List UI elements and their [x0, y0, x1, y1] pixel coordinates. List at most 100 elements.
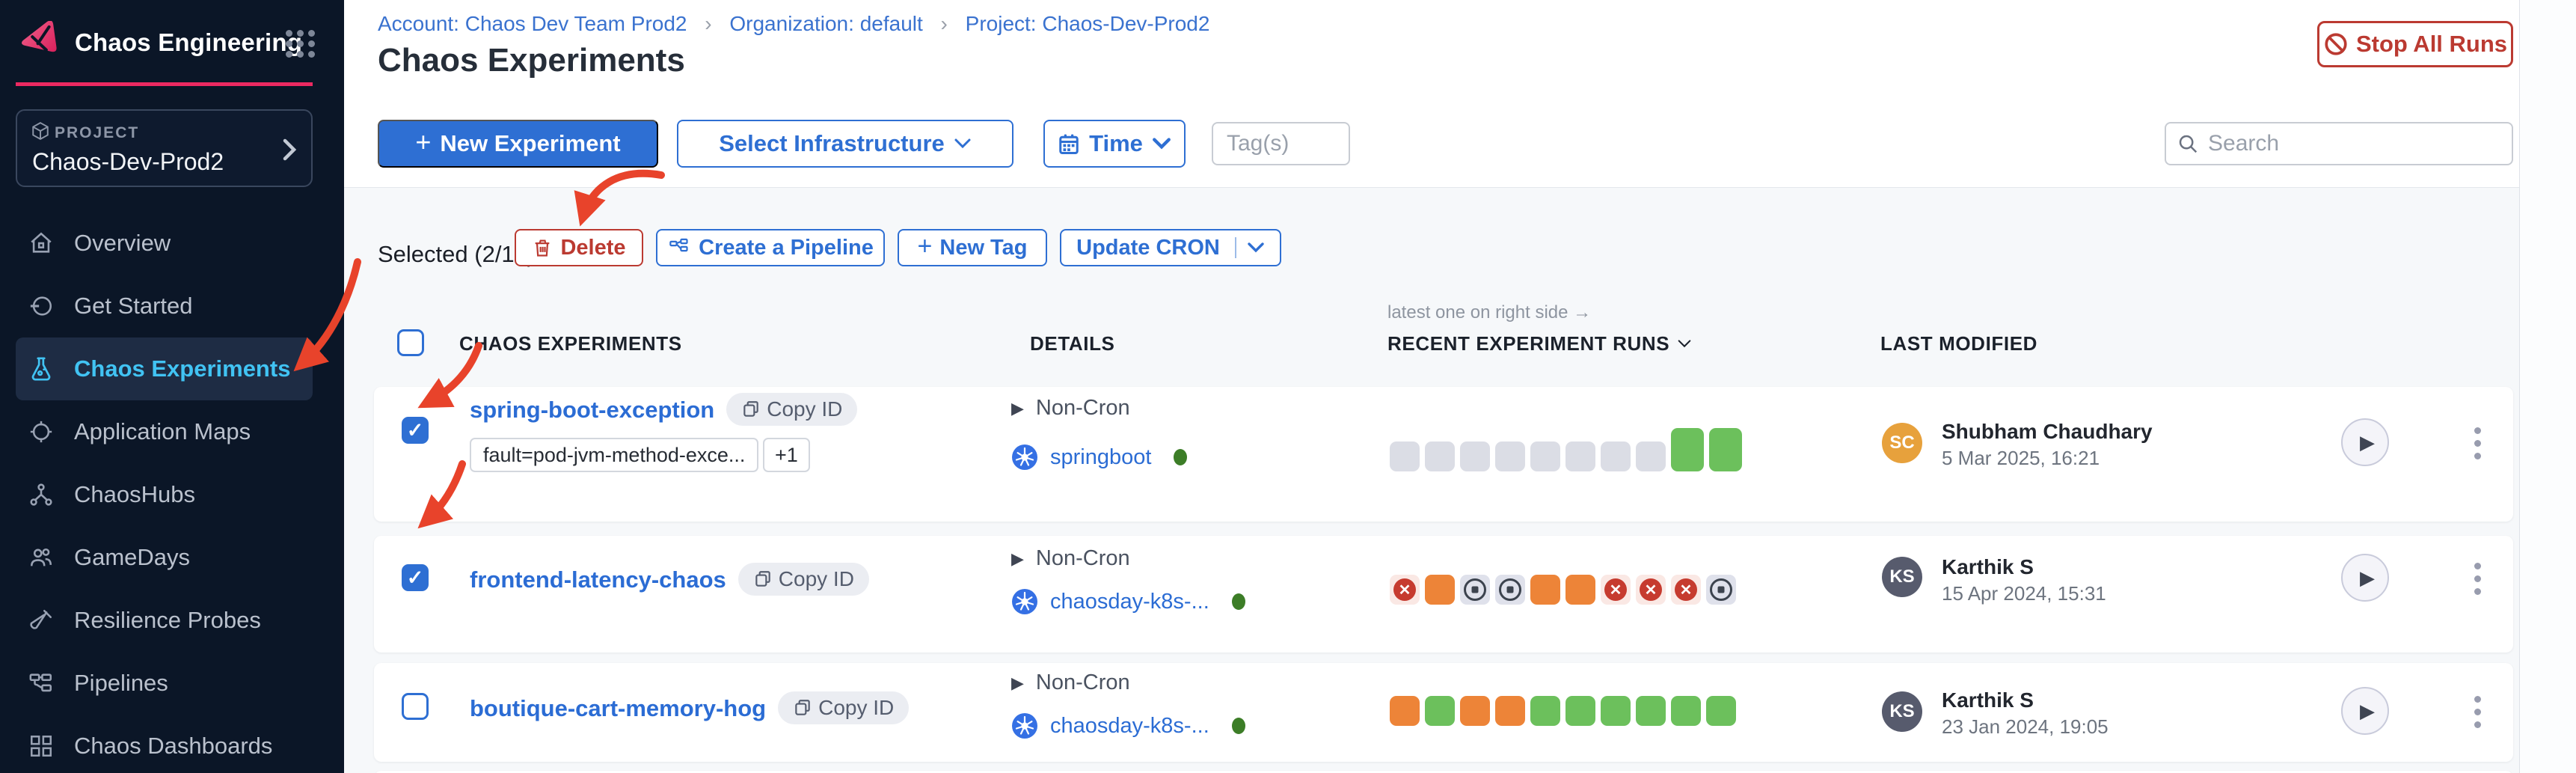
row-menu-button[interactable]: [2462, 427, 2492, 459]
row-checkbox[interactable]: [402, 564, 429, 591]
copy-id-button[interactable]: Copy ID: [778, 691, 910, 724]
run-status-green[interactable]: [1601, 696, 1631, 726]
row-checkbox[interactable]: [402, 693, 429, 720]
module-grid-icon[interactable]: [286, 30, 316, 58]
run-status-green-tall[interactable]: [1709, 428, 1742, 471]
avatar: SC: [1882, 423, 1922, 463]
new-experiment-button[interactable]: + New Experiment: [378, 120, 658, 168]
create-pipeline-button[interactable]: Create a Pipeline: [656, 229, 885, 266]
run-status-stopped[interactable]: [1495, 575, 1525, 605]
run-status-green[interactable]: [1636, 696, 1666, 726]
run-status-orange[interactable]: [1530, 575, 1560, 605]
run-status-green-tall[interactable]: [1671, 428, 1704, 471]
tags-filter-input[interactable]: [1212, 122, 1350, 165]
sidebar-item-pipelines[interactable]: Pipelines: [16, 652, 313, 715]
infrastructure-link[interactable]: springboot: [1050, 444, 1152, 469]
scrollbar-gutter[interactable]: [2519, 0, 2576, 773]
run-status-failed[interactable]: [1601, 575, 1631, 605]
test-tube-icon: [28, 607, 55, 634]
experiment-tag: fault=pod-jvm-method-exce...: [470, 438, 759, 472]
sidebar-item-overview[interactable]: Overview: [16, 212, 313, 275]
project-name: Chaos-Dev-Prod2: [32, 148, 224, 175]
sidebar-item-chaoshubs[interactable]: ChaosHubs: [16, 463, 313, 526]
breadcrumb-project[interactable]: Project: Chaos-Dev-Prod2: [965, 12, 1210, 35]
run-status-orange[interactable]: [1390, 696, 1420, 726]
run-status-failed[interactable]: [1636, 575, 1666, 605]
sidebar-item-application-maps[interactable]: Application Maps: [16, 400, 313, 463]
modified-by-name: Karthik S: [1942, 688, 2034, 712]
run-experiment-button[interactable]: ▶: [2341, 687, 2389, 735]
breadcrumb-account[interactable]: Account: Chaos Dev Team Prod2: [378, 12, 687, 35]
run-status-gray[interactable]: [1460, 442, 1490, 471]
sidebar-item-gamedays[interactable]: GameDays: [16, 526, 313, 589]
row-menu-button[interactable]: [2462, 563, 2492, 595]
modified-date: 15 Apr 2024, 15:31: [1942, 582, 2106, 605]
sidebar-item-label: Get Started: [74, 293, 193, 319]
copy-id-button[interactable]: Copy ID: [737, 563, 869, 596]
modified-by-name: Shubham Chaudhary: [1942, 420, 2153, 443]
run-status-orange[interactable]: [1425, 575, 1455, 605]
select-infrastructure-dropdown[interactable]: Select Infrastructure: [677, 120, 1013, 168]
experiment-name-link[interactable]: spring-boot-exception Copy ID: [470, 393, 858, 426]
run-status-green[interactable]: [1425, 696, 1455, 726]
run-status-orange[interactable]: [1460, 696, 1490, 726]
modified-by-name: Karthik S: [1942, 555, 2034, 578]
run-status-green[interactable]: [1706, 696, 1736, 726]
run-status-orange[interactable]: [1495, 696, 1525, 726]
modified-date: 23 Jan 2024, 19:05: [1942, 715, 2109, 738]
column-header-recent-runs[interactable]: RECENT EXPERIMENT RUNS: [1387, 332, 1692, 355]
run-status-orange[interactable]: [1565, 575, 1595, 605]
delete-button[interactable]: Delete: [515, 229, 643, 266]
run-status-gray[interactable]: [1601, 442, 1631, 471]
sidebar-item-get-started[interactable]: Get Started: [16, 275, 313, 337]
row-menu-button[interactable]: [2462, 696, 2492, 728]
sidebar-item-chaos-dashboards[interactable]: Chaos Dashboards: [16, 715, 313, 773]
sidebar-item-label: Chaos Dashboards: [74, 733, 273, 759]
experiment-row: boutique-cart-memory-hog Copy ID ▶ Non-Cro…: [374, 663, 2513, 762]
people-icon: [28, 544, 55, 571]
kubernetes-icon: [1012, 713, 1037, 739]
schedule-toggle[interactable]: ▶ Non-Cron: [1011, 396, 1130, 420]
module-accent-line: [16, 82, 313, 86]
experiment-name-link[interactable]: boutique-cart-memory-hog Copy ID: [470, 691, 910, 724]
run-status-gray[interactable]: [1495, 442, 1525, 471]
run-experiment-button[interactable]: ▶: [2341, 418, 2389, 466]
schedule-toggle[interactable]: ▶ Non-Cron: [1011, 546, 1130, 570]
sidebar-item-chaos-experiments[interactable]: Chaos Experiments: [16, 337, 313, 400]
stop-all-runs-button[interactable]: Stop All Runs: [2317, 21, 2513, 67]
infrastructure-link[interactable]: chaosday-k8s-...: [1050, 589, 1209, 614]
run-status-gray[interactable]: [1425, 442, 1455, 471]
run-status-gray[interactable]: [1530, 442, 1560, 471]
breadcrumb-organization[interactable]: Organization: default: [729, 12, 923, 35]
row-checkbox[interactable]: [402, 417, 429, 444]
run-status-gray[interactable]: [1636, 442, 1666, 471]
trash-icon: [536, 239, 550, 257]
run-status-gray[interactable]: [1390, 442, 1420, 471]
run-experiment-button[interactable]: ▶: [2341, 554, 2389, 602]
run-status-green[interactable]: [1671, 696, 1701, 726]
kubernetes-icon: [1012, 589, 1037, 614]
select-all-checkbox[interactable]: [397, 329, 424, 356]
sidebar-item-resilience-probes[interactable]: Resilience Probes: [16, 589, 313, 652]
time-filter-dropdown[interactable]: Time: [1043, 120, 1186, 168]
run-status-gray[interactable]: [1565, 442, 1595, 471]
run-status-stopped[interactable]: [1706, 575, 1736, 605]
project-selector[interactable]: PROJECT Chaos-Dev-Prod2: [16, 109, 313, 187]
run-status-green[interactable]: [1565, 696, 1595, 726]
more-tags-badge[interactable]: +1: [763, 438, 810, 472]
run-status-stopped[interactable]: [1460, 575, 1490, 605]
infrastructure-link[interactable]: chaosday-k8s-...: [1050, 713, 1209, 738]
run-status-failed[interactable]: [1390, 575, 1420, 605]
run-status-failed[interactable]: [1671, 575, 1701, 605]
search-input[interactable]: [2208, 131, 2501, 156]
experiment-name-link[interactable]: frontend-latency-chaos Copy ID: [470, 563, 869, 596]
run-status-green[interactable]: [1530, 696, 1560, 726]
schedule-toggle[interactable]: ▶ Non-Cron: [1011, 670, 1130, 694]
chevron-down-icon: [954, 138, 971, 149]
update-cron-button[interactable]: Update CRON: [1060, 229, 1281, 266]
pipeline-icon: [28, 670, 55, 697]
copy-id-button[interactable]: Copy ID: [726, 393, 858, 426]
new-tag-button[interactable]: + New Tag: [898, 229, 1047, 266]
